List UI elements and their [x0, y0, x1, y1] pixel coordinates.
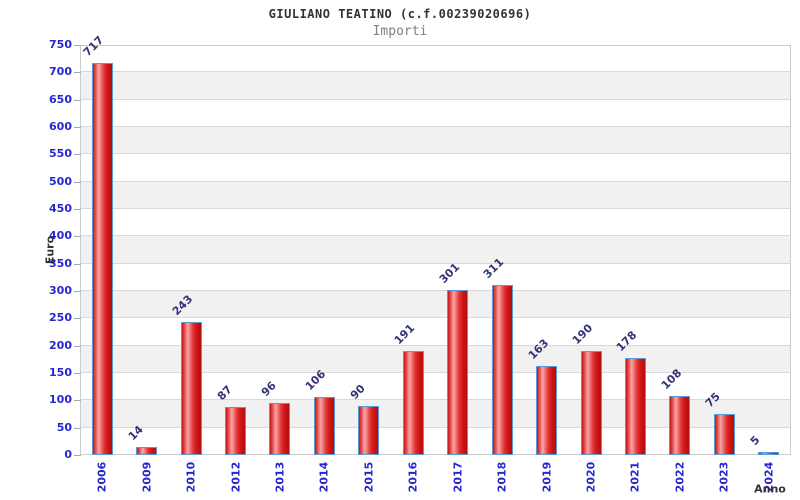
y-tick-label: 700	[49, 65, 72, 79]
grid-band	[81, 126, 790, 154]
y-tick-mark	[74, 373, 81, 374]
y-tick-label: 150	[49, 366, 72, 379]
gridline	[81, 262, 790, 264]
grid-band	[81, 235, 790, 263]
bar	[358, 405, 380, 455]
x-tick-label: 2009	[140, 461, 154, 493]
gridline	[81, 153, 790, 155]
bar	[491, 285, 513, 455]
y-tick-mark	[74, 291, 81, 292]
y-tick-mark	[74, 400, 81, 402]
gridline	[81, 126, 790, 127]
x-tick-label: 2017	[451, 461, 465, 493]
chart-title: GIULIANO TEATINO (c.f.00239020696)	[268, 7, 532, 21]
bar	[402, 350, 424, 455]
y-tick-mark	[74, 45, 81, 46]
grid-band	[81, 208, 790, 235]
gridline	[81, 208, 790, 209]
grid-band	[81, 99, 790, 126]
y-tick-mark	[74, 127, 81, 128]
y-tick-label: 400	[49, 229, 72, 243]
gridline	[81, 426, 790, 428]
y-tick-label: 500	[49, 174, 72, 188]
y-tick-label: 450	[49, 202, 72, 215]
bar	[713, 414, 735, 455]
y-tick-label: 300	[49, 284, 72, 297]
y-tick-label: 0	[64, 448, 72, 461]
x-tick-label: 2014	[317, 461, 331, 493]
x-tick-label: 2022	[673, 461, 687, 493]
y-tick-mark	[74, 263, 81, 265]
bar	[536, 365, 558, 455]
bar	[313, 397, 335, 455]
y-tick-label: 250	[49, 311, 72, 325]
gridline	[81, 290, 790, 291]
gridline	[81, 372, 790, 373]
grid-band	[81, 180, 790, 208]
x-tick-label: 2018	[495, 461, 509, 493]
y-tick-label: 100	[49, 393, 72, 407]
gridline	[81, 344, 790, 346]
x-tick-label: 2019	[540, 461, 554, 493]
gridline	[81, 71, 790, 73]
y-tick-mark	[74, 455, 81, 456]
gridline	[81, 98, 790, 100]
grid-band	[81, 44, 790, 71]
x-axis-title: Anno	[754, 482, 786, 496]
x-tick-label: 2010	[184, 461, 198, 493]
y-tick-mark	[74, 99, 81, 101]
bar	[180, 322, 202, 455]
y-tick-label: 600	[49, 120, 72, 133]
grid-band	[81, 153, 790, 180]
x-tick-label: 2006	[95, 461, 109, 493]
y-tick-label: 50	[56, 420, 72, 434]
bar	[580, 351, 602, 455]
x-tick-label: 2020	[584, 461, 598, 493]
y-tick-label: 650	[49, 92, 72, 106]
x-tick-label: 2016	[406, 461, 420, 493]
y-tick-label: 350	[49, 256, 72, 270]
bar	[758, 452, 780, 455]
bar	[669, 395, 691, 455]
gridline	[81, 180, 790, 182]
y-tick-mark	[74, 209, 81, 210]
y-tick-mark	[74, 154, 81, 156]
y-tick-mark	[74, 236, 81, 238]
bar	[269, 402, 291, 455]
x-tick-label: 2023	[717, 461, 731, 493]
x-tick-label: 2012	[229, 461, 243, 493]
gridline	[81, 399, 790, 401]
y-tick-label: 550	[49, 147, 72, 161]
y-tick-mark	[74, 318, 81, 320]
y-tick-mark	[74, 345, 81, 347]
grid-band	[81, 71, 790, 99]
y-tick-label: 200	[49, 338, 72, 352]
grid-band	[81, 290, 790, 318]
chart-subtitle: Importi	[372, 24, 428, 39]
bar	[136, 447, 158, 455]
bar	[91, 63, 113, 455]
bar	[225, 407, 247, 455]
y-tick-mark	[74, 72, 81, 74]
bar	[624, 357, 646, 455]
y-tick-label: 750	[49, 38, 72, 51]
bar	[447, 290, 469, 455]
gridline	[81, 317, 790, 319]
x-tick-label: 2015	[362, 461, 376, 493]
x-tick-label: 2013	[273, 461, 287, 493]
gridline	[81, 235, 790, 237]
y-tick-mark	[74, 427, 81, 429]
x-tick-label: 2021	[628, 461, 642, 493]
y-axis-title: Euro	[43, 235, 57, 265]
y-tick-mark	[74, 181, 81, 183]
